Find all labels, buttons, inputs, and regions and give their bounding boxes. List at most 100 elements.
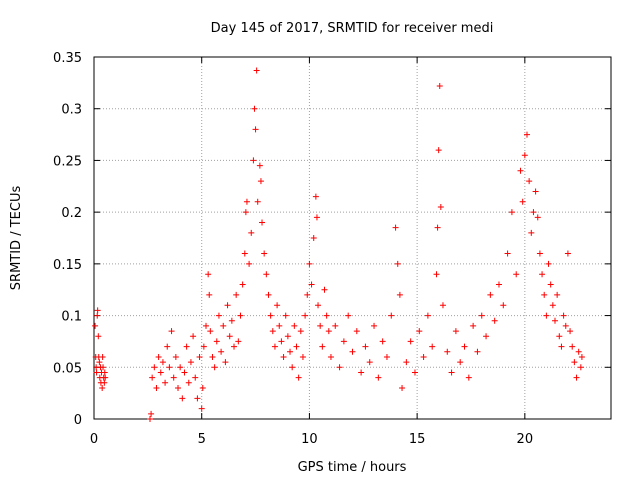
chart-title: Day 145 of 2017, SRMTID for receiver med… — [211, 21, 494, 36]
data-point — [190, 333, 197, 340]
data-point — [101, 379, 108, 386]
data-point — [94, 312, 101, 319]
data-point — [257, 178, 264, 185]
axis-tick-labels: 0 5 10 15 20 0 0.05 0.1 0.15 0.2 0.25 0.3 0.35 — [53, 51, 533, 447]
data-point — [200, 343, 207, 350]
data-point — [474, 348, 481, 355]
data-point — [274, 302, 281, 309]
data-point — [100, 364, 107, 371]
plot-frame — [93, 56, 612, 420]
data-point — [220, 322, 227, 329]
data-point — [526, 178, 533, 185]
data-point — [310, 235, 317, 241]
data-point — [306, 260, 313, 267]
data-point — [394, 260, 401, 267]
data-point — [299, 353, 306, 360]
data-point — [556, 333, 563, 340]
data-point — [541, 291, 548, 298]
data-point — [530, 209, 537, 216]
data-point — [99, 353, 106, 360]
y-tick-label: 0 — [74, 413, 82, 428]
data-point — [439, 302, 446, 309]
data-point — [549, 302, 556, 309]
data-point — [487, 291, 494, 298]
data-point — [284, 333, 291, 340]
data-point — [159, 359, 166, 366]
data-point — [228, 317, 235, 324]
data-point — [203, 322, 210, 329]
data-point — [199, 384, 206, 391]
data-point — [276, 322, 283, 329]
data-point — [297, 328, 304, 335]
data-point — [256, 162, 263, 169]
data-point — [95, 333, 102, 340]
data-point — [383, 353, 390, 360]
data-point — [304, 291, 311, 298]
data-point — [92, 322, 99, 329]
data-point — [358, 369, 365, 376]
data-point — [508, 209, 515, 216]
data-point — [211, 364, 218, 371]
grid-lines — [94, 57, 611, 419]
x-tick-label: 15 — [409, 432, 426, 447]
y-tick-label: 0.3 — [61, 103, 82, 118]
data-point — [577, 364, 584, 371]
data-point — [470, 322, 477, 329]
data-point — [437, 203, 444, 210]
data-point — [246, 260, 253, 267]
data-point — [392, 224, 399, 231]
data-point — [534, 214, 541, 221]
data-point — [340, 338, 347, 345]
data-point — [353, 328, 360, 335]
data-point — [547, 281, 554, 288]
data-point — [399, 384, 406, 391]
data-point — [289, 364, 296, 371]
data-point — [177, 364, 184, 371]
data-point — [436, 82, 443, 89]
x-tick-label: 5 — [198, 432, 206, 447]
data-point — [569, 343, 576, 350]
data-point — [215, 312, 222, 319]
data-point — [403, 359, 410, 366]
data-point — [278, 338, 285, 345]
data-point — [321, 286, 328, 293]
data-point — [243, 198, 250, 205]
data-point — [573, 374, 580, 381]
data-point — [319, 343, 326, 350]
data-point — [362, 343, 369, 350]
data-point — [102, 374, 109, 381]
data-point — [302, 312, 309, 319]
data-point — [181, 369, 188, 376]
axis-ticks — [93, 56, 611, 420]
data-point — [291, 322, 298, 329]
data-point — [560, 312, 567, 319]
data-point — [269, 328, 276, 335]
data-point — [435, 147, 442, 154]
data-point — [149, 374, 156, 381]
data-point — [194, 395, 201, 402]
data-point — [185, 379, 192, 386]
data-point — [429, 343, 436, 350]
data-point — [336, 364, 343, 371]
data-point — [521, 152, 528, 159]
data-point — [575, 348, 582, 355]
data-point — [317, 322, 324, 329]
data-point — [571, 359, 578, 366]
x-tick-label: 20 — [517, 432, 534, 447]
data-point — [396, 291, 403, 298]
data-point — [168, 328, 175, 335]
data-point — [271, 343, 278, 350]
y-tick-label: 0.25 — [53, 154, 82, 169]
data-point — [457, 359, 464, 366]
data-point — [371, 322, 378, 329]
data-point — [147, 416, 154, 422]
data-point — [175, 384, 182, 391]
data-point — [226, 333, 233, 340]
data-point — [96, 359, 103, 366]
data-point — [254, 198, 261, 205]
data-point — [523, 131, 530, 138]
data-point — [265, 291, 272, 298]
data-point — [295, 374, 302, 381]
data-point — [148, 410, 155, 417]
